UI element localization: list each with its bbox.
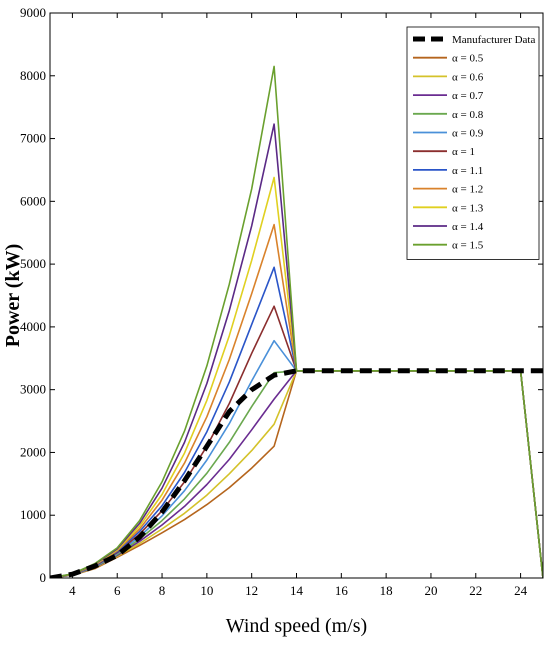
x-axis-title: Wind speed (m/s) — [226, 615, 367, 637]
y-tick-label: 0 — [40, 570, 47, 585]
y-tick-label: 8000 — [20, 68, 46, 83]
legend-label-alpha-0-9: α = 0.9 — [452, 128, 484, 140]
y-tick-label: 3000 — [20, 382, 46, 397]
x-tick-label: 6 — [114, 583, 121, 598]
legend-label-alpha-1-2: α = 1.2 — [452, 184, 483, 196]
x-tick-label: 22 — [469, 583, 482, 598]
series-line-alpha-1-1 — [50, 266, 543, 578]
legend: Manufacturer Data α = 0.5 α = 0.6 α = 0.7 α … — [406, 26, 540, 260]
y-axis-title: Power (kW) — [2, 244, 24, 348]
x-tick-label: 4 — [69, 583, 76, 598]
legend-label-alpha-0-8: α = 0.8 — [452, 109, 484, 121]
legend-label-alpha-0-5: α = 0.5 — [452, 53, 484, 65]
series-line-manufacturer-data — [50, 368, 543, 578]
y-tick-label: 7000 — [20, 131, 46, 146]
x-tick-label: 12 — [245, 583, 258, 598]
legend-label-alpha-0-7: α = 0.7 — [452, 90, 484, 102]
x-tick-label: 24 — [514, 583, 528, 598]
x-tick-label: 10 — [200, 583, 213, 598]
legend-label-alpha-1: α = 1 — [452, 146, 475, 158]
y-tick-label: 1000 — [20, 507, 46, 522]
legend-label-alpha-1-1: α = 1.1 — [452, 165, 483, 177]
x-tick-label: 16 — [335, 583, 349, 598]
legend-label-alpha-1-5: α = 1.5 — [452, 240, 484, 252]
axes: 4 6 8 10 12 14 16 18 20 22 24 0 1000 2000 3000 4000 5000… — [20, 5, 544, 598]
y-tick-label: 6000 — [20, 193, 46, 208]
series-line-alpha-1-5 — [50, 65, 543, 578]
x-tick-label: 14 — [290, 583, 304, 598]
legend-label-manufacturer-data: Manufacturer Data — [452, 34, 535, 46]
plot-area — [50, 65, 543, 578]
y-tick-label: 4000 — [20, 319, 46, 334]
legend-label-alpha-1-4: α = 1.4 — [452, 221, 484, 233]
x-tick-label: 18 — [380, 583, 393, 598]
x-tick-label: 20 — [424, 583, 437, 598]
legend-box — [406, 26, 540, 260]
series-line-alpha-1 — [50, 305, 543, 578]
legend-label-alpha-0-6: α = 0.6 — [452, 71, 484, 83]
y-tick-label: 5000 — [20, 256, 46, 271]
y-tick-label: 2000 — [20, 444, 46, 459]
legend-label-alpha-1-3: α = 1.3 — [452, 202, 484, 214]
x-tick-label: 8 — [159, 583, 166, 598]
series-line-alpha-1-2 — [50, 223, 543, 578]
y-tick-label: 9000 — [20, 5, 46, 20]
